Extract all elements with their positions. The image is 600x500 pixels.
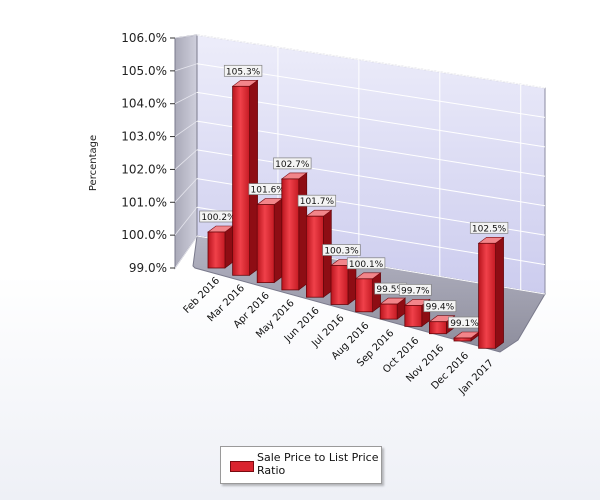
data-label: 101.7%: [300, 197, 335, 207]
data-label: 100.1%: [349, 260, 384, 270]
bar-front: [478, 242, 497, 349]
bar-8: 99.5%: [374, 282, 408, 320]
gridline-left-wall: [174, 149, 198, 170]
bar-front: [232, 85, 251, 276]
y-tick-label: 106.0%: [121, 31, 167, 45]
bar-1: 100.2%: [199, 210, 238, 269]
bar-3: 101.6%: [248, 183, 287, 284]
bar-12: 102.5%: [469, 221, 509, 349]
data-label-box: [398, 284, 432, 296]
bar-front: [256, 204, 275, 284]
bar-side: [495, 236, 504, 349]
legend-swatch: [230, 461, 254, 472]
y-tick-label: 101.0%: [121, 195, 167, 209]
data-label: 102.7%: [275, 160, 310, 170]
bar-front: [355, 278, 374, 313]
bar-front: [428, 321, 447, 335]
gridline-horizontal: [196, 34, 546, 89]
bar-side: [249, 79, 258, 276]
bar-front: [207, 231, 226, 269]
bar-2: 105.3%: [223, 64, 263, 276]
y-tick-label: 104.0%: [121, 97, 167, 111]
y-tick-label: 99.0%: [129, 261, 167, 275]
data-label: 102.5%: [472, 224, 507, 234]
data-label: 99.1%: [450, 319, 479, 329]
gridline-left-wall: [174, 92, 198, 105]
gridline-left-wall: [174, 178, 198, 203]
bar-front: [305, 215, 324, 298]
gridline-left-wall: [174, 34, 198, 39]
bar-side: [273, 198, 283, 284]
data-label: 99.4%: [426, 303, 455, 313]
data-label-box: [273, 157, 312, 170]
bar-side: [298, 172, 308, 291]
bar-front: [330, 265, 349, 305]
gridline-left-wall: [174, 235, 198, 269]
legend: Sale Price to List Price Ratio: [220, 446, 382, 484]
data-label-box: [322, 244, 361, 256]
data-label-box: [223, 64, 263, 77]
data-label-box: [346, 257, 386, 270]
legend-label: Sale Price to List Price Ratio: [257, 451, 379, 477]
gridline-left-wall: [174, 207, 198, 236]
bar-4: 102.7%: [273, 157, 312, 291]
bar-front: [281, 178, 300, 291]
y-tick-label: 103.0%: [121, 130, 167, 144]
y-axis-title: Percentage: [88, 135, 99, 191]
data-label: 99.7%: [401, 286, 430, 296]
data-label: 105.3%: [226, 67, 261, 77]
y-tick-label: 100.0%: [121, 228, 167, 242]
data-label: 100.3%: [324, 247, 359, 257]
gridline-left-wall: [174, 120, 198, 137]
data-label: 101.6%: [251, 186, 286, 196]
data-label: 99.5%: [376, 285, 405, 295]
bar-11: 99.1%: [448, 316, 481, 342]
bar-front: [379, 303, 398, 320]
y-tick-label: 102.0%: [121, 162, 167, 176]
y-tick-label: 105.0%: [121, 64, 167, 78]
data-label-box: [423, 300, 457, 313]
data-label-box: [469, 221, 509, 234]
data-label: 100.2%: [201, 213, 236, 223]
bar-front: [453, 337, 472, 342]
bar-front: [404, 304, 423, 327]
bar-side: [224, 225, 234, 269]
gridline-left-wall: [174, 63, 198, 72]
data-label-box: [297, 194, 337, 207]
